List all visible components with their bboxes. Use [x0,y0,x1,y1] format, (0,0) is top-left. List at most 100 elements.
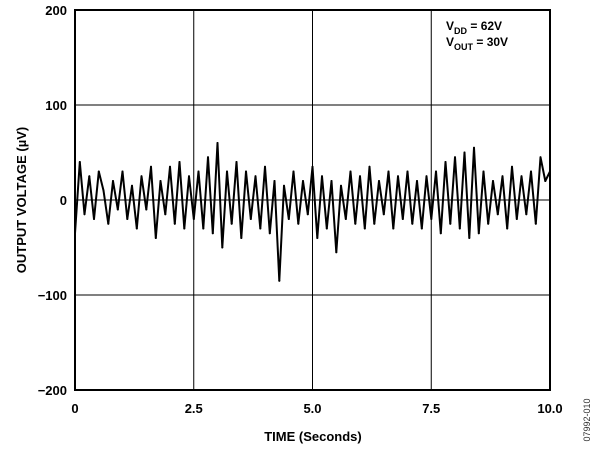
x-tick-label: 10.0 [537,401,562,416]
y-axis-label: OUTPUT VOLTAGE (µV) [14,127,29,273]
data-point [335,251,338,254]
data-point [183,227,186,230]
data-point [496,213,499,216]
data-point [230,222,233,225]
data-point [150,165,152,168]
x-tick-label: 7.5 [422,401,440,416]
data-point [188,175,190,178]
data-point [83,213,86,216]
series-output-voltage [74,142,551,282]
data-point [397,175,399,178]
data-point [420,227,423,230]
x-axis-label: TIME (Seconds) [264,429,362,444]
data-point [349,170,352,173]
annotation-vdd: VDD = 62V [446,19,502,36]
data-point [511,165,513,168]
data-point [382,213,385,216]
data-point [449,222,452,225]
data-point [93,218,95,220]
data-point [178,161,181,163]
data-point [264,165,266,168]
x-tick-label: 5.0 [303,401,321,416]
data-point [487,222,490,225]
data-point [468,237,471,239]
data-point [287,218,290,220]
data-point [368,165,371,168]
data-point [392,227,395,230]
data-point [116,208,119,211]
plot-frame [74,9,551,391]
data-point [197,170,200,173]
data-point [140,175,143,178]
data-point [344,218,347,220]
data-point [515,218,518,220]
grid-lines [74,9,551,391]
data-point [245,170,247,173]
data-point [297,222,300,225]
data-point [321,175,323,178]
data-point [226,170,228,173]
data-point [520,175,523,178]
data-point [373,222,376,225]
data-point [292,170,295,173]
data-point [444,161,447,163]
data-point [473,146,475,149]
data-point [530,170,532,173]
data-point [249,218,252,220]
data-point [458,227,461,230]
data-point [211,232,214,235]
data-point [97,170,100,173]
y-tick-label: 200 [45,3,67,18]
data-point [340,184,342,187]
data-point [268,232,271,235]
data-point [534,222,537,225]
data-point [544,180,547,182]
data-point [430,218,433,220]
data-point [439,232,442,235]
data-point [107,222,110,225]
y-tick-label: 0 [60,193,67,208]
data-point [378,180,380,182]
data-point [154,237,157,239]
data-point [254,175,257,178]
data-point [477,232,480,235]
data-point [306,213,309,216]
data-point [131,184,133,187]
data-point [316,237,319,239]
y-tick-label: −100 [38,288,67,303]
data-point [539,156,542,159]
data-point [354,222,357,225]
data-point [359,175,361,178]
tick-labels: 0 2.5 5.0 7.5 10.0 200 100 0 −100 −200 [38,3,563,416]
data-point [492,180,494,182]
data-point [411,222,414,225]
x-tick-label: 2.5 [185,401,203,416]
data-point [416,180,418,182]
data-point [145,208,148,211]
data-point [135,227,138,230]
data-point [78,161,81,163]
data-point [325,227,328,230]
data-point [501,175,504,178]
data-point [330,180,333,182]
data-point [164,213,167,216]
data-point [463,151,466,154]
data-point [216,142,219,144]
data-point [192,218,195,220]
data-point [273,180,276,182]
data-point [159,180,162,182]
data-point [363,227,366,230]
data-point [259,227,262,230]
annotation-vout: VOUT = 30V [446,35,508,52]
data-point [406,170,409,173]
data-point [121,170,124,173]
data-point [401,218,404,220]
data-point [387,170,390,173]
data-point [435,170,437,173]
data-point [302,180,304,182]
data-point [278,279,281,282]
figure-id: 07992-010 [582,398,592,441]
data-point [425,175,428,178]
x-tick-label: 0 [71,401,78,416]
